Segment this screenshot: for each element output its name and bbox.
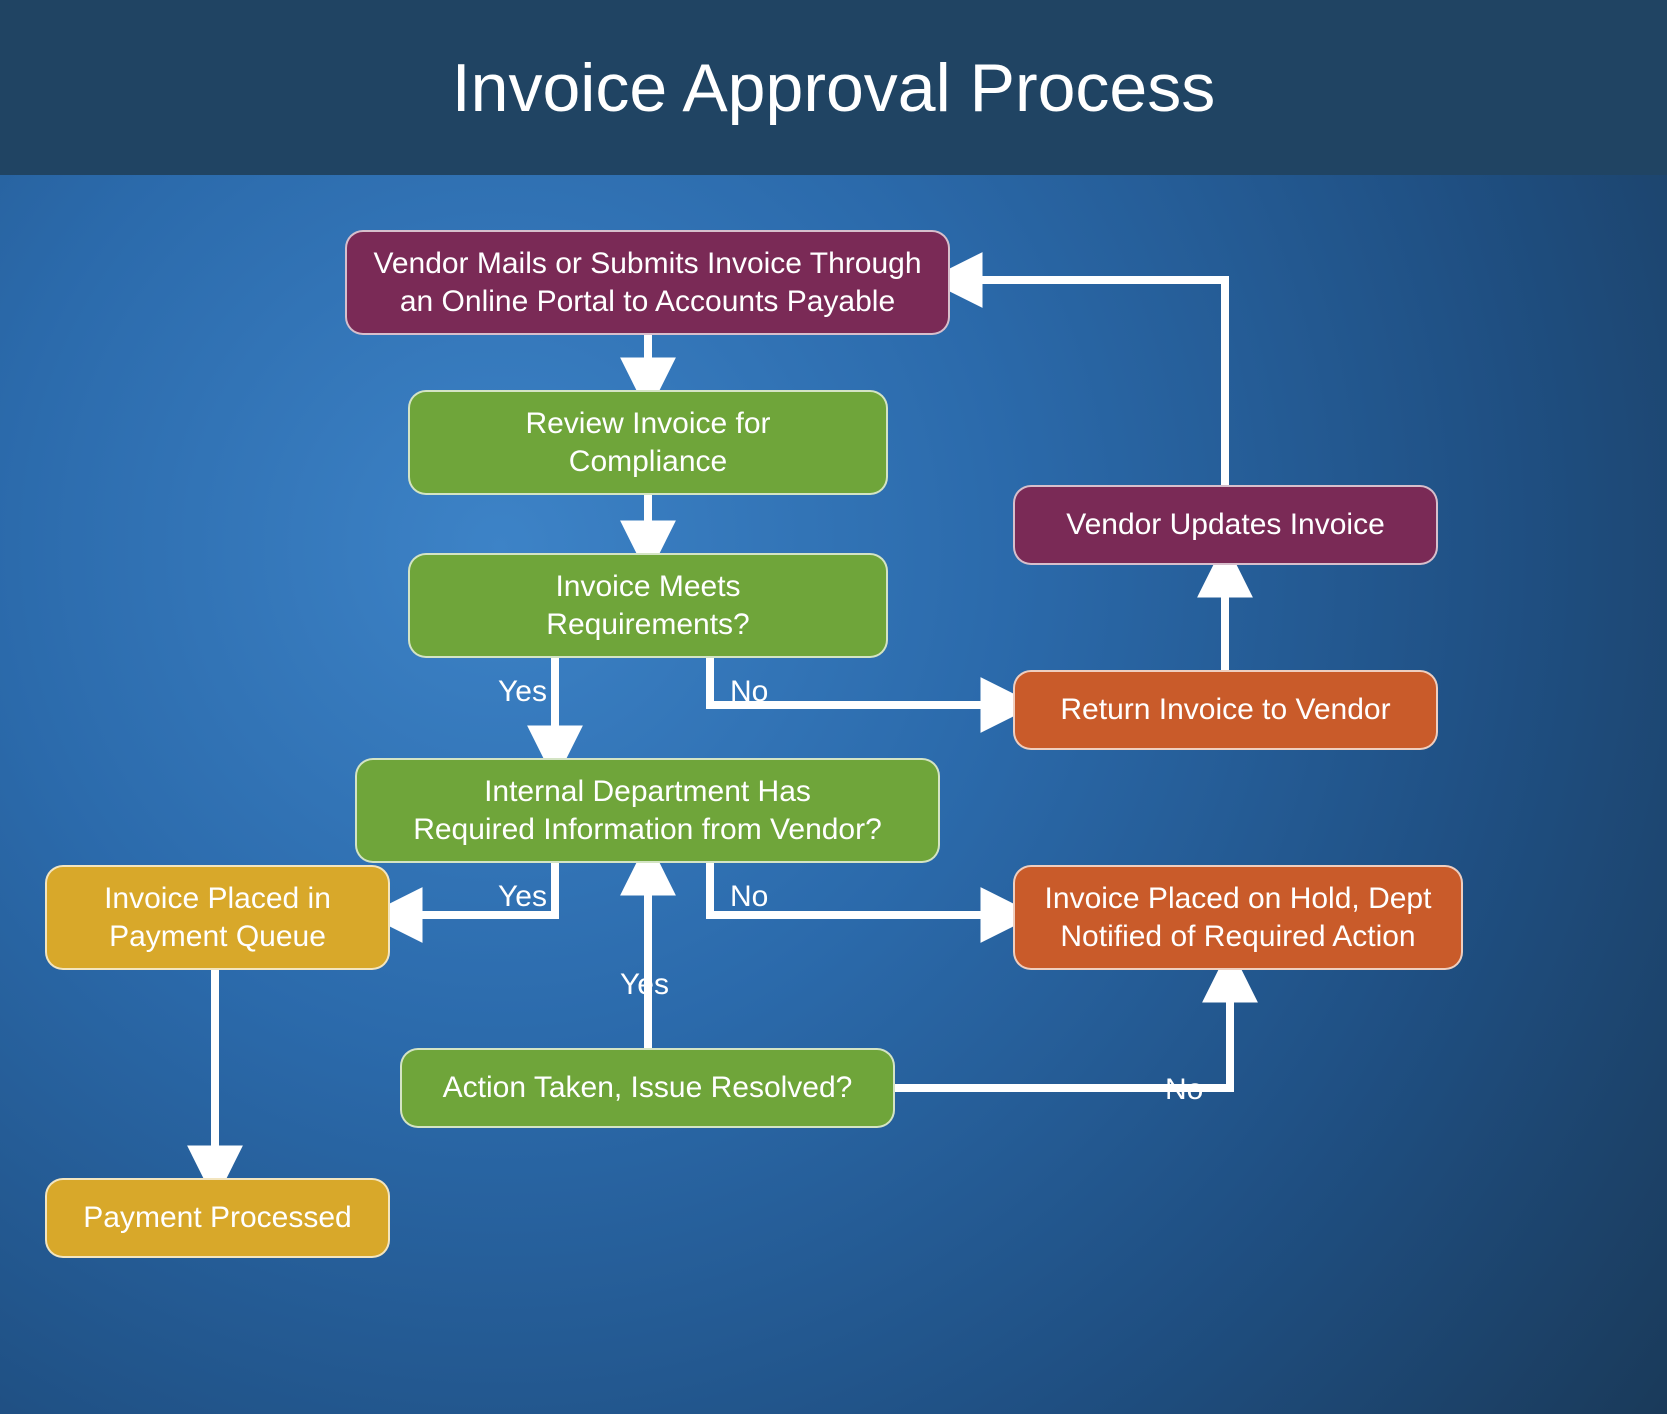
header: Invoice Approval Process xyxy=(0,0,1667,175)
node-updates: Vendor Updates Invoice xyxy=(1013,485,1438,565)
node-hold: Invoice Placed on Hold, DeptNotified of … xyxy=(1013,865,1463,970)
node-queue: Invoice Placed inPayment Queue xyxy=(45,865,390,970)
edge-label-dept_yes: Yes xyxy=(498,880,547,914)
node-meets: Invoice MeetsRequirements? xyxy=(408,553,888,658)
edge-label-dept_no: No xyxy=(730,880,768,914)
edge-label-action_yes: Yes xyxy=(620,968,669,1002)
node-action: Action Taken, Issue Resolved? xyxy=(400,1048,895,1128)
page-title: Invoice Approval Process xyxy=(452,49,1216,127)
page: Invoice Approval Process Vendor Mails or… xyxy=(0,0,1667,1414)
edge-label-meets_no: No xyxy=(730,675,768,709)
edge-label-action_no: No xyxy=(1165,1073,1203,1107)
node-deptinfo: Internal Department HasRequired Informat… xyxy=(355,758,940,863)
flowchart-canvas: Vendor Mails or Submits Invoice Througha… xyxy=(0,175,1667,1414)
node-review: Review Invoice forCompliance xyxy=(408,390,888,495)
edge-label-meets_yes: Yes xyxy=(498,675,547,709)
node-paid: Payment Processed xyxy=(45,1178,390,1258)
node-submit: Vendor Mails or Submits Invoice Througha… xyxy=(345,230,950,335)
node-return: Return Invoice to Vendor xyxy=(1013,670,1438,750)
